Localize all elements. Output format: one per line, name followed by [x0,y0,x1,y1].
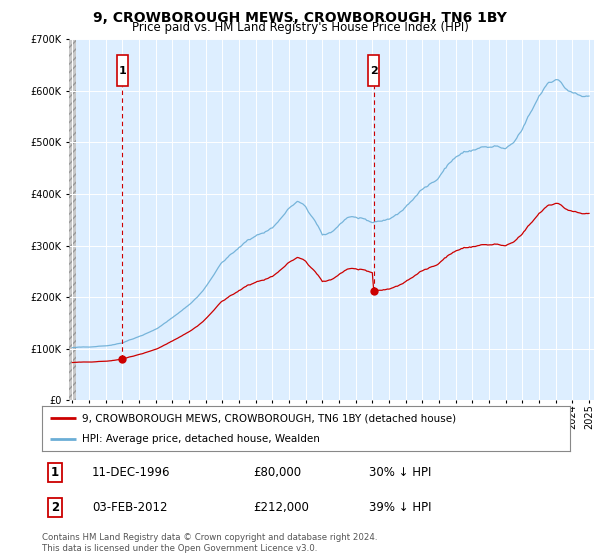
Text: 39% ↓ HPI: 39% ↓ HPI [370,501,432,514]
Text: Contains HM Land Registry data © Crown copyright and database right 2024.
This d: Contains HM Land Registry data © Crown c… [42,533,377,553]
Text: £80,000: £80,000 [253,466,301,479]
Text: 9, CROWBOROUGH MEWS, CROWBOROUGH, TN6 1BY (detached house): 9, CROWBOROUGH MEWS, CROWBOROUGH, TN6 1B… [82,413,456,423]
Text: 30% ↓ HPI: 30% ↓ HPI [370,466,432,479]
Text: 2: 2 [51,501,59,514]
FancyBboxPatch shape [368,55,379,86]
Text: 2: 2 [370,66,377,76]
Text: 03-FEB-2012: 03-FEB-2012 [92,501,167,514]
Text: 1: 1 [118,66,126,76]
Text: £212,000: £212,000 [253,501,309,514]
Text: HPI: Average price, detached house, Wealden: HPI: Average price, detached house, Weal… [82,433,319,444]
Text: Price paid vs. HM Land Registry's House Price Index (HPI): Price paid vs. HM Land Registry's House … [131,21,469,34]
Text: 1: 1 [51,466,59,479]
FancyBboxPatch shape [116,55,128,86]
Text: 11-DEC-1996: 11-DEC-1996 [92,466,170,479]
Text: 9, CROWBOROUGH MEWS, CROWBOROUGH, TN6 1BY: 9, CROWBOROUGH MEWS, CROWBOROUGH, TN6 1B… [93,11,507,25]
